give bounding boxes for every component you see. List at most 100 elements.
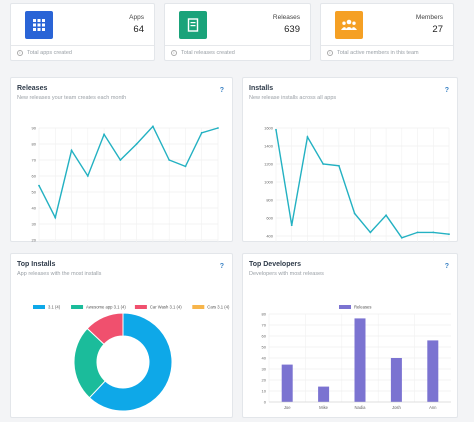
data-point bbox=[54, 216, 57, 219]
legend-label: 3.1 (4) bbox=[48, 305, 61, 310]
data-point bbox=[322, 163, 325, 165]
series-line bbox=[275, 129, 450, 239]
legend-label: Releases bbox=[354, 305, 371, 310]
x-tick-label: Joe bbox=[284, 405, 291, 410]
y-tick-label: 40 bbox=[32, 206, 37, 211]
data-point bbox=[103, 133, 105, 136]
stat-value: 27 bbox=[432, 24, 443, 35]
y-tick-label: 70 bbox=[262, 323, 267, 328]
panel-title: Installs bbox=[249, 85, 274, 92]
info-icon: i bbox=[171, 50, 177, 56]
stat-value: 64 bbox=[133, 24, 144, 35]
y-tick-label: 70 bbox=[32, 158, 37, 163]
y-tick-label: 0 bbox=[264, 400, 267, 405]
data-point bbox=[290, 224, 293, 227]
y-tick-label: 400 bbox=[266, 234, 273, 239]
data-point bbox=[38, 184, 40, 187]
help-button[interactable]: ? bbox=[219, 263, 224, 270]
data-point bbox=[275, 128, 277, 131]
top-installs-doughnut-chart: 3.1 (4) Awesome app 3.1 (4) Car Wash 3.1 (… bbox=[33, 305, 230, 412]
stat-value: 639 bbox=[284, 24, 300, 35]
y-tick-label: 800 bbox=[266, 198, 273, 203]
data-point bbox=[448, 233, 450, 236]
stat-card-apps: Apps 64 i Total apps created bbox=[10, 3, 155, 61]
grid-icon bbox=[25, 11, 53, 39]
top-developers-bar-chart: Releases 0 10 20 30 40 50 60 70 80 Joe Mike Nadia Jos… bbox=[262, 305, 451, 410]
x-tick-label: Nadia bbox=[355, 405, 367, 410]
data-point bbox=[416, 231, 419, 234]
top-developers-panel: Top Developers Developers with most rele… bbox=[242, 253, 458, 418]
y-tick-label: 30 bbox=[32, 222, 37, 227]
panel-subtitle: New release installs across all apps bbox=[249, 95, 337, 101]
stat-card-releases: Releases 639 i Total releases created bbox=[164, 3, 311, 61]
y-tick-label: 1200 bbox=[264, 162, 274, 167]
pie-slice bbox=[88, 312, 173, 412]
data-point bbox=[86, 175, 89, 177]
legend-label: Car Wash 3.1 (4) bbox=[150, 305, 182, 310]
help-button[interactable]: ? bbox=[444, 263, 449, 270]
stat-footer: i Total apps created bbox=[11, 45, 154, 61]
panel-subtitle: New releases your team creates each mont… bbox=[17, 95, 127, 101]
y-tick-label: 600 bbox=[266, 216, 273, 221]
x-tick-label: Mike bbox=[319, 405, 329, 410]
stat-footer: i Total active members in this team bbox=[321, 45, 453, 61]
legend-swatch bbox=[71, 305, 84, 309]
data-point bbox=[168, 159, 171, 161]
help-button[interactable]: ? bbox=[444, 87, 449, 94]
y-tick-label: 1600 bbox=[264, 126, 274, 131]
help-button[interactable]: ? bbox=[219, 87, 224, 94]
panel-subtitle: Developers with most releases bbox=[249, 271, 324, 277]
data-point bbox=[152, 125, 154, 128]
panel-title: Top Installs bbox=[17, 261, 56, 268]
data-point bbox=[353, 212, 356, 215]
x-tick-label: Ann bbox=[429, 405, 437, 410]
stat-label: Apps bbox=[129, 14, 144, 21]
bar bbox=[354, 318, 366, 402]
data-point bbox=[369, 231, 372, 234]
legend-swatch bbox=[192, 305, 205, 309]
y-tick-label: 80 bbox=[32, 142, 37, 147]
y-tick-label: 80 bbox=[262, 312, 267, 317]
legend-swatch bbox=[339, 305, 351, 309]
y-tick-label: 50 bbox=[32, 190, 37, 195]
top-installs-panel: Top Installs App releases with the most … bbox=[10, 253, 233, 418]
document-icon bbox=[179, 11, 207, 39]
panel-subtitle: App releases with the most installs bbox=[17, 271, 102, 277]
y-tick-label: 20 bbox=[32, 238, 37, 243]
y-tick-label: 1000 bbox=[264, 180, 274, 185]
y-tick-label: 90 bbox=[32, 126, 37, 131]
y-tick-label: 60 bbox=[32, 174, 37, 179]
data-point bbox=[135, 143, 138, 145]
bar bbox=[281, 364, 293, 402]
y-tick-label: 10 bbox=[262, 389, 267, 394]
info-icon: i bbox=[17, 50, 23, 56]
data-point bbox=[338, 164, 340, 167]
data-point bbox=[200, 131, 203, 134]
series-line bbox=[38, 125, 219, 220]
data-point bbox=[119, 159, 122, 161]
legend-swatch bbox=[134, 305, 147, 309]
stat-card-members: Members 27 i Total active members in this… bbox=[320, 3, 454, 61]
y-tick-label: 30 bbox=[262, 367, 267, 372]
data-point bbox=[306, 136, 309, 138]
x-tick-label: Josh bbox=[392, 405, 402, 410]
y-tick-label: 60 bbox=[262, 334, 267, 339]
stat-label: Releases bbox=[272, 14, 300, 21]
y-tick-label: 20 bbox=[262, 378, 267, 383]
data-point bbox=[70, 149, 73, 152]
data-point bbox=[184, 165, 187, 168]
data-point bbox=[432, 231, 435, 234]
installs-panel: Installs New release installs across all… bbox=[242, 77, 458, 243]
stat-label: Members bbox=[415, 14, 443, 21]
bar bbox=[390, 358, 402, 402]
legend-label: Awesome app 3.1 (4) bbox=[86, 305, 126, 310]
y-tick-label: 50 bbox=[262, 345, 267, 350]
panel-title: Releases bbox=[17, 85, 48, 92]
panel-title: Top Developers bbox=[249, 261, 301, 268]
y-tick-label: 40 bbox=[262, 356, 267, 361]
people-icon bbox=[335, 11, 363, 39]
bar bbox=[427, 340, 439, 402]
legend-label: Cars 3.1 (4) bbox=[207, 305, 230, 310]
stat-footer: i Total releases created bbox=[165, 45, 310, 61]
releases-line-chart: 0102030405060708090JanuaryFebruaryMarchA… bbox=[32, 125, 219, 243]
